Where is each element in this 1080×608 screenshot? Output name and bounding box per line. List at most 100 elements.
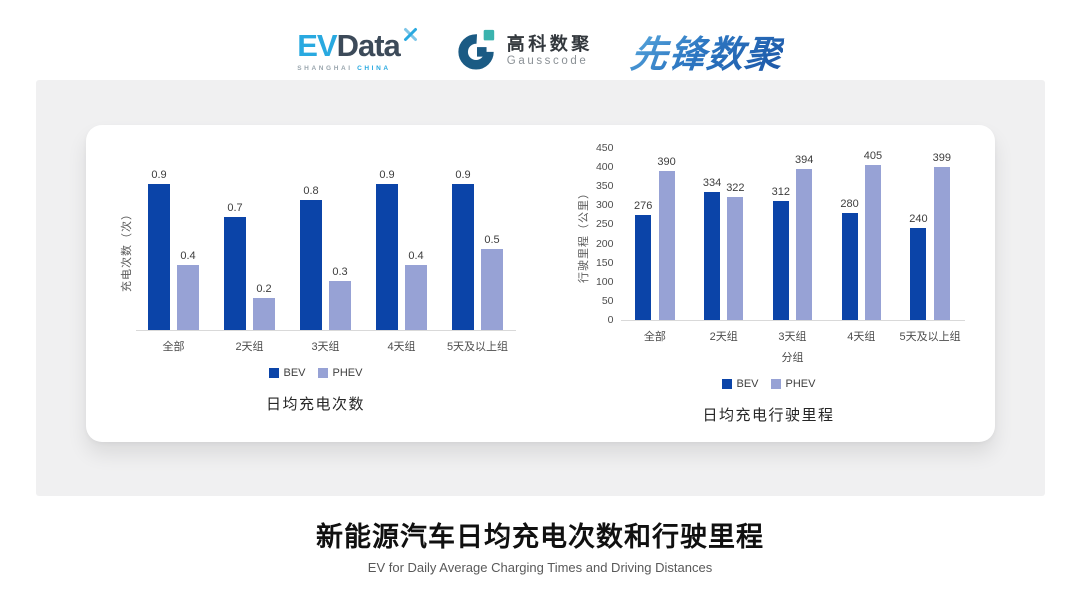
bar-group: 0.8 0.3: [288, 169, 364, 330]
axis-spacer: [573, 344, 621, 365]
bar-value-label: 312: [771, 186, 790, 198]
bar-group: 276 390: [621, 149, 690, 320]
bar-group: 0.9 0.5: [440, 169, 516, 330]
chart-caption: 日均充电次数: [265, 396, 365, 413]
bar-value-label: 0.2: [256, 283, 272, 295]
y-tick-label: 0: [607, 314, 614, 326]
bar-group: 0.9 0.4: [364, 169, 440, 330]
bar-bev: [635, 215, 652, 320]
y-axis: 充电次数（次）: [116, 169, 136, 331]
bar-value-label: 334: [702, 177, 722, 189]
y-tick-label: 450: [595, 142, 614, 154]
bar-bev: [910, 228, 927, 320]
evdata-wordmark: EV Data: [297, 27, 418, 63]
bar-phev: [864, 165, 881, 320]
bar-phev: [796, 169, 813, 320]
category-label: 4天组: [387, 341, 416, 353]
bar-phev: [658, 171, 675, 320]
legend-label: PHEV: [785, 378, 816, 390]
gausscode-en-text: Gausscode: [506, 54, 589, 67]
bar-phev: [727, 197, 744, 320]
bar-value-label: 0.3: [332, 266, 348, 278]
bar-phev: [933, 167, 950, 320]
bar-with-label: 0.9: [376, 169, 398, 330]
bar-with-label: 0.9: [452, 169, 474, 330]
bar-with-label: 312: [772, 186, 790, 320]
legend-swatch-bev: [268, 368, 279, 378]
bar-bev: [704, 192, 720, 320]
gausscode-text: 高科数聚 Gausscode: [507, 34, 593, 68]
chart-caption: 日均充电行驶里程: [702, 407, 835, 424]
legend-item-phev: PHEV: [770, 378, 816, 390]
legend-label: PHEV: [332, 367, 363, 379]
y-tick-label: 100: [595, 275, 614, 288]
gausscode-logo: 高科数聚 Gausscode: [456, 27, 593, 76]
page-title: 新能源汽车日均充电次数和行驶里程: [316, 522, 764, 552]
bar-with-label: 0.8: [300, 185, 322, 330]
legend-swatch-phev: [317, 368, 328, 378]
bar-with-label: 276: [634, 200, 652, 320]
chart-daily-charging-times: 充电次数（次） 0.9 0.4 0.7 0.2 0.8 0.3 0.9 0.4 0.9 0.5 全部 2…: [116, 169, 516, 442]
legend: BEV PHEV: [573, 378, 965, 390]
bar-value-label: 0.7: [227, 202, 243, 214]
category-label: 2天组: [709, 331, 738, 343]
bar-phev: [329, 281, 351, 330]
bar-phev: [481, 249, 503, 330]
bar-value-label: 405: [863, 150, 883, 162]
bar-group: 280 405: [827, 149, 896, 320]
bar-group: 0.7 0.2: [212, 169, 288, 330]
page-subtitle: EV for Daily Average Charging Times and …: [367, 560, 713, 575]
legend-item-bev: BEV: [721, 378, 759, 390]
y-tick-label: 400: [595, 161, 614, 174]
bar-value-label: 0.5: [484, 234, 500, 246]
header-logos: EV Data SHANGHAI CHINA: [0, 0, 1080, 80]
category-label: 4天组: [847, 331, 876, 343]
bar-with-label: 390: [657, 156, 676, 320]
legend-swatch-bev: [721, 379, 732, 389]
bar-phev: [177, 265, 199, 330]
footer: 新能源汽车日均充电次数和行驶里程 EV for Daily Average Ch…: [0, 515, 1080, 575]
y-axis: 行驶里程（公里）: [573, 149, 593, 321]
gausscode-g-icon: [456, 27, 498, 76]
plot-area: 行驶里程（公里） 0 50 100 150 200 250 300 350 400 450 276 39…: [573, 143, 965, 326]
bar-with-label: 0.4: [177, 250, 199, 330]
bar-with-label: 405: [864, 150, 882, 320]
evdata-sub-left: SHANGHAI: [297, 65, 353, 72]
bar-with-label: 0.3: [329, 266, 351, 330]
plot-bars: 276 390 334 322 312 394 280 405 240 399: [620, 149, 965, 321]
bar-value-label: 0.4: [180, 250, 196, 262]
evdata-data-text: Data: [336, 28, 401, 63]
chart-daily-driving-distance: 行驶里程（公里） 0 50 100 150 200 250 300 350 400 450 276 39…: [573, 143, 965, 442]
bar-value-label: 0.9: [455, 169, 471, 181]
bar-value-label: 280: [840, 198, 859, 210]
bar-bev: [376, 184, 398, 330]
bar-bev: [452, 184, 474, 330]
bar-bev: [772, 201, 789, 320]
bar-value-label: 322: [726, 182, 745, 194]
bar-with-label: 0.2: [253, 283, 275, 330]
legend-item-phev: PHEV: [317, 367, 363, 379]
category-label: 2天组: [235, 341, 264, 353]
bar-value-label: 399: [932, 152, 951, 164]
bar-bev: [148, 184, 170, 330]
category-label: 5天及以上组: [899, 331, 961, 343]
y-axis-label: 充电次数（次）: [120, 208, 133, 292]
bar-value-label: 0.8: [303, 185, 319, 197]
y-tick-label: 350: [595, 180, 614, 193]
bar-value-label: 276: [634, 200, 653, 212]
category-label: 全部: [643, 331, 666, 343]
bar-with-label: 334: [703, 177, 721, 320]
plot-area: 充电次数（次） 0.9 0.4 0.7 0.2 0.8 0.3 0.9 0.4 0.9 0.5: [116, 169, 516, 331]
bar-with-label: 0.4: [405, 250, 427, 330]
y-tick-label: 150: [595, 256, 614, 269]
bar-value-label: 0.4: [408, 250, 424, 262]
y-tick-label: 200: [595, 237, 614, 250]
bar-group: 312 394: [758, 149, 827, 320]
category-label: 5天及以上组: [446, 341, 509, 353]
axis-spacer: [116, 331, 136, 354]
bar-phev: [405, 265, 427, 330]
bar-with-label: 240: [909, 213, 928, 320]
evdata-spark-icon: [403, 27, 418, 46]
bar-bev: [841, 213, 858, 320]
